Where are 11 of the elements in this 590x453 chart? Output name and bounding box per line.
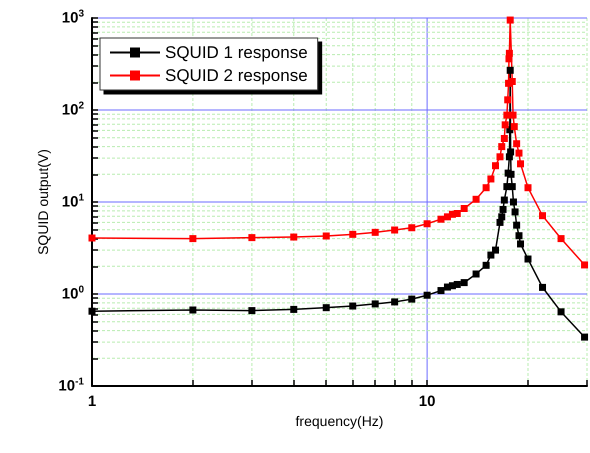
y-tick-label: 10$^{1}$ [62, 192, 84, 210]
y-tick-label: 10$^{3}$ [62, 8, 84, 26]
legend-label: SQUID 1 response [165, 43, 308, 62]
x-axis-title: frequency(Hz) [296, 413, 384, 429]
y-tick-label: 10$^{2}$ [62, 100, 84, 118]
x-tick-label: 1 [88, 393, 96, 410]
y-axis-title: SQUID output(V) [35, 149, 51, 255]
y-tick-label: 10$^{-1}$ [58, 376, 84, 394]
legend-label: SQUID 2 response [165, 66, 308, 85]
x-tick-label: 10 [418, 393, 436, 410]
y-tick-label: 10$^{0}$ [62, 284, 84, 302]
